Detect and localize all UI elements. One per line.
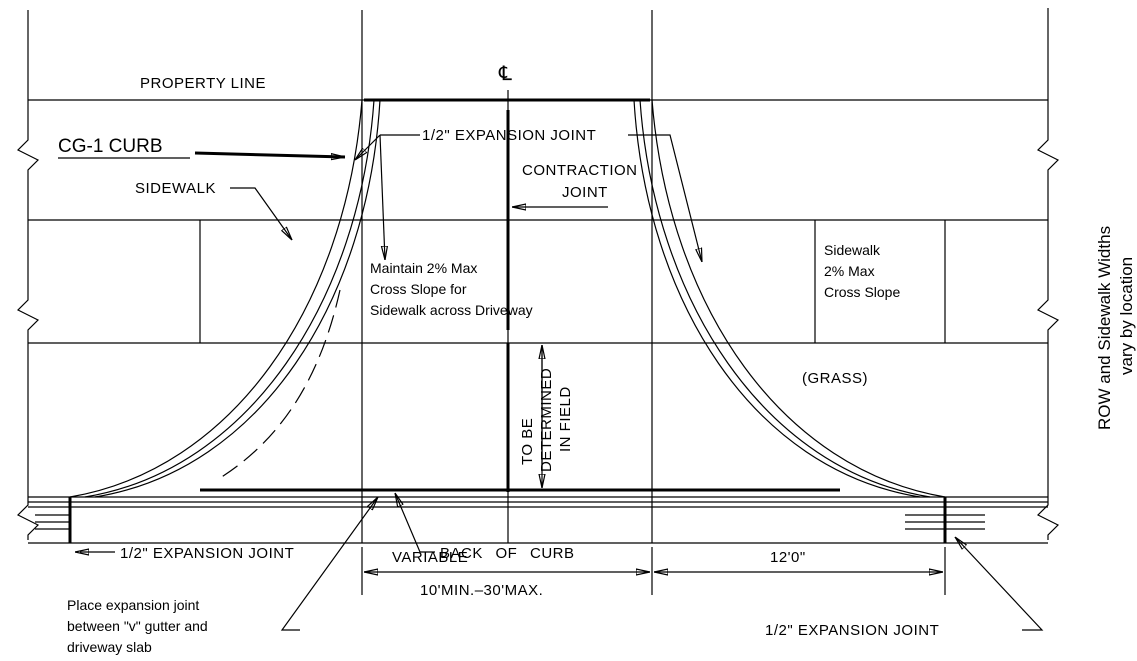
back-of-curb-label: BACK OF CURB	[440, 545, 575, 562]
gutter-note: driveway slab	[67, 639, 152, 655]
row-note: vary by location	[1117, 257, 1136, 375]
gutter-note: Place expansion joint	[67, 597, 199, 613]
contraction-label: JOINT	[562, 184, 608, 201]
left-expansion-joint-label: 1/2" EXPANSION JOINT	[120, 545, 294, 562]
grass-label: (GRASS)	[802, 370, 868, 387]
flare-width-label: 12'0"	[770, 549, 806, 566]
field-note: IN FIELD	[557, 386, 574, 452]
variable-label: VARIABLE	[392, 549, 468, 566]
linework	[16, 8, 1060, 631]
field-note: TO BE	[519, 418, 536, 465]
sidewalk-slope-note: 2% Max	[824, 263, 875, 279]
field-note: DETERMINED	[538, 368, 555, 472]
sidewalk-label: SIDEWALK	[135, 180, 216, 197]
contraction-label: CONTRACTION	[522, 162, 638, 179]
sidewalk-slope-note: Sidewalk	[824, 242, 881, 258]
right-expansion-joint-label: 1/2" EXPANSION JOINT	[765, 622, 939, 639]
driveway-width-label: 10'MIN.–30'MAX.	[420, 582, 543, 599]
driveway-slope-note: Maintain 2% Max	[370, 260, 477, 276]
property-line-label: PROPERTY LINE	[140, 75, 266, 92]
centerline-label: ℄	[498, 63, 512, 85]
row-note: ROW and Sidewalk Widths	[1095, 226, 1114, 430]
curb-label: CG-1 CURB	[58, 136, 163, 157]
gutter-note: between "v" gutter and	[67, 618, 208, 634]
sidewalk-slope-note: Cross Slope	[824, 284, 900, 300]
driveway-slope-note: Sidewalk across Driveway	[370, 302, 533, 318]
top-expansion-joint-label: 1/2" EXPANSION JOINT	[422, 127, 596, 144]
driveway-slope-note: Cross Slope for	[370, 281, 467, 297]
